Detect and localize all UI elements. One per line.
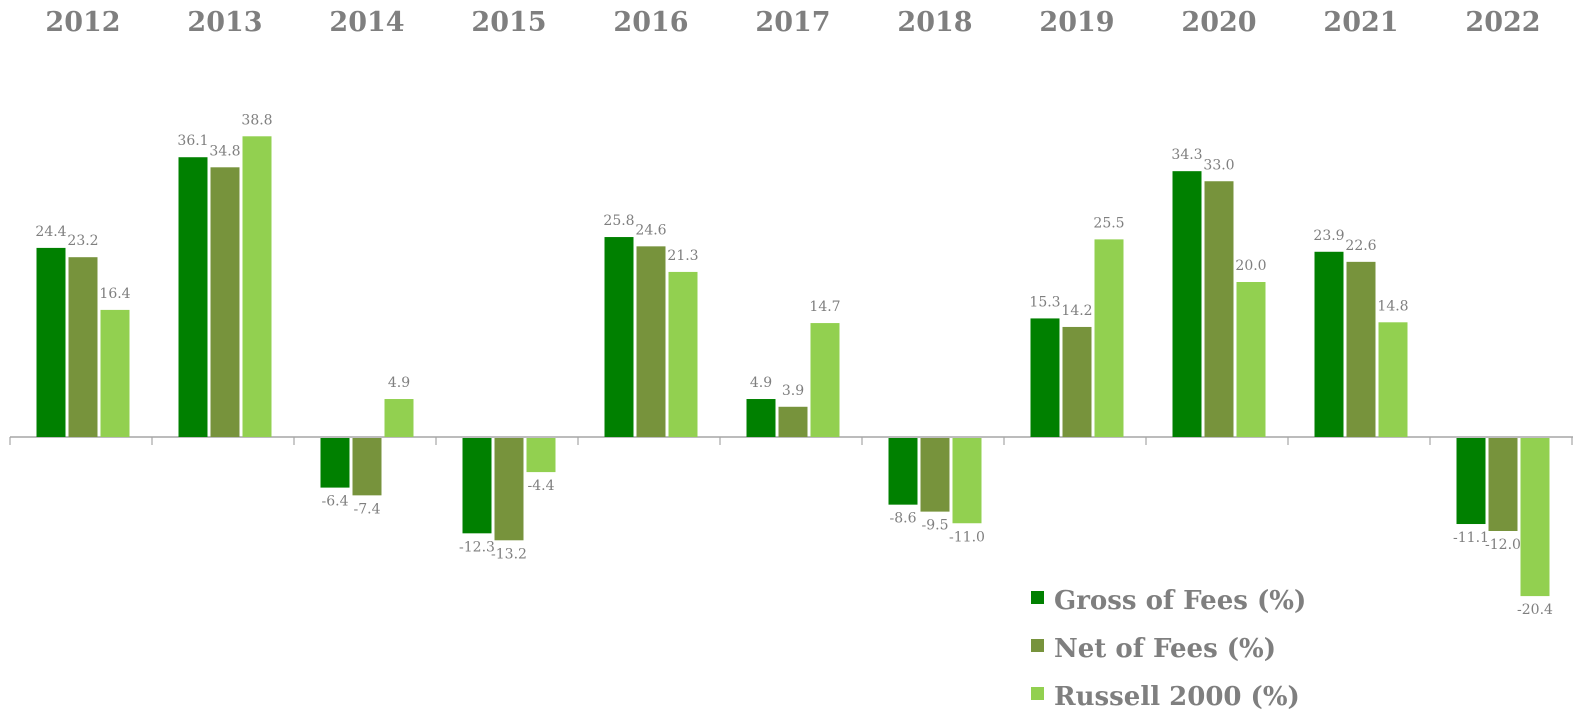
bar (320, 438, 350, 488)
bar (778, 406, 808, 437)
category-label: 2015 (471, 7, 546, 38)
bar (352, 438, 382, 496)
category-label: 2017 (755, 7, 830, 38)
data-label: 14.2 (1061, 303, 1092, 319)
bar (920, 438, 950, 512)
category-label: 2014 (329, 7, 404, 38)
bar (178, 157, 208, 437)
bar (1236, 282, 1266, 437)
data-label: 15.3 (1029, 294, 1060, 310)
data-label: -8.6 (890, 511, 917, 527)
legend-label: Net of Fees (%) (1054, 634, 1276, 664)
data-label: -7.4 (354, 501, 381, 517)
bar (384, 399, 414, 437)
bar (210, 167, 240, 438)
data-label: 25.5 (1093, 215, 1124, 231)
bar (242, 136, 272, 438)
data-label: 34.3 (1171, 147, 1202, 163)
data-label: -20.4 (1517, 602, 1553, 618)
data-label: 25.8 (603, 213, 634, 229)
data-label: -13.2 (491, 546, 527, 562)
category-label: 2021 (1323, 7, 1398, 38)
category-label: 2013 (187, 7, 262, 38)
bar (952, 438, 982, 524)
bar (888, 438, 918, 505)
bar (668, 271, 698, 437)
bar (1314, 251, 1344, 437)
bar (1456, 438, 1486, 525)
data-label: 3.9 (782, 383, 804, 399)
data-label: 24.6 (635, 222, 666, 238)
data-label: -12.0 (1485, 537, 1521, 553)
data-label: -4.4 (528, 478, 555, 494)
bar (1378, 322, 1408, 437)
legend-label: Russell 2000 (%) (1054, 682, 1300, 712)
data-label: 33.0 (1203, 157, 1234, 173)
bar (810, 323, 840, 437)
bar (604, 237, 634, 437)
data-label: 4.9 (750, 375, 772, 391)
bar (1204, 181, 1234, 437)
bar (1488, 438, 1518, 531)
bar (494, 438, 524, 541)
category-label: 2016 (613, 7, 688, 38)
bar (462, 438, 492, 534)
bar (68, 257, 98, 437)
data-label: 23.2 (67, 233, 98, 249)
data-label: 20.0 (1235, 258, 1266, 274)
data-label: 34.8 (209, 143, 240, 159)
data-label: 24.4 (35, 224, 66, 240)
data-label: 21.3 (667, 248, 698, 264)
data-label: 4.9 (388, 375, 410, 391)
legend-swatch (1031, 591, 1044, 604)
data-label: -11.1 (1453, 530, 1489, 546)
bar (1094, 239, 1124, 437)
data-label: -11.0 (949, 529, 985, 545)
data-label: 16.4 (99, 286, 130, 302)
bar (36, 247, 66, 437)
data-label: -9.5 (922, 518, 949, 534)
data-label: 14.7 (809, 299, 840, 315)
legend-swatch (1031, 687, 1044, 700)
bar (1172, 171, 1202, 438)
bar (1520, 438, 1550, 597)
bar (100, 309, 130, 437)
data-label: -12.3 (459, 539, 495, 555)
category-label: 2020 (1181, 7, 1256, 38)
bar (746, 399, 776, 437)
data-label: 38.8 (241, 112, 272, 128)
data-label: 22.6 (1345, 238, 1376, 254)
bar (1062, 326, 1092, 437)
bar (636, 246, 666, 437)
category-label: 2022 (1465, 7, 1540, 38)
data-label: 14.8 (1377, 298, 1408, 314)
bar (1346, 261, 1376, 437)
bar (1030, 318, 1060, 437)
bar (526, 438, 556, 473)
legend-swatch (1031, 639, 1044, 652)
category-label: 2019 (1039, 7, 1114, 38)
category-label: 2012 (45, 7, 120, 38)
legend-label: Gross of Fees (%) (1054, 586, 1306, 616)
data-label: -6.4 (322, 494, 349, 510)
data-label: 36.1 (177, 133, 208, 149)
data-label: 23.9 (1313, 228, 1344, 244)
category-label: 2018 (897, 7, 972, 38)
